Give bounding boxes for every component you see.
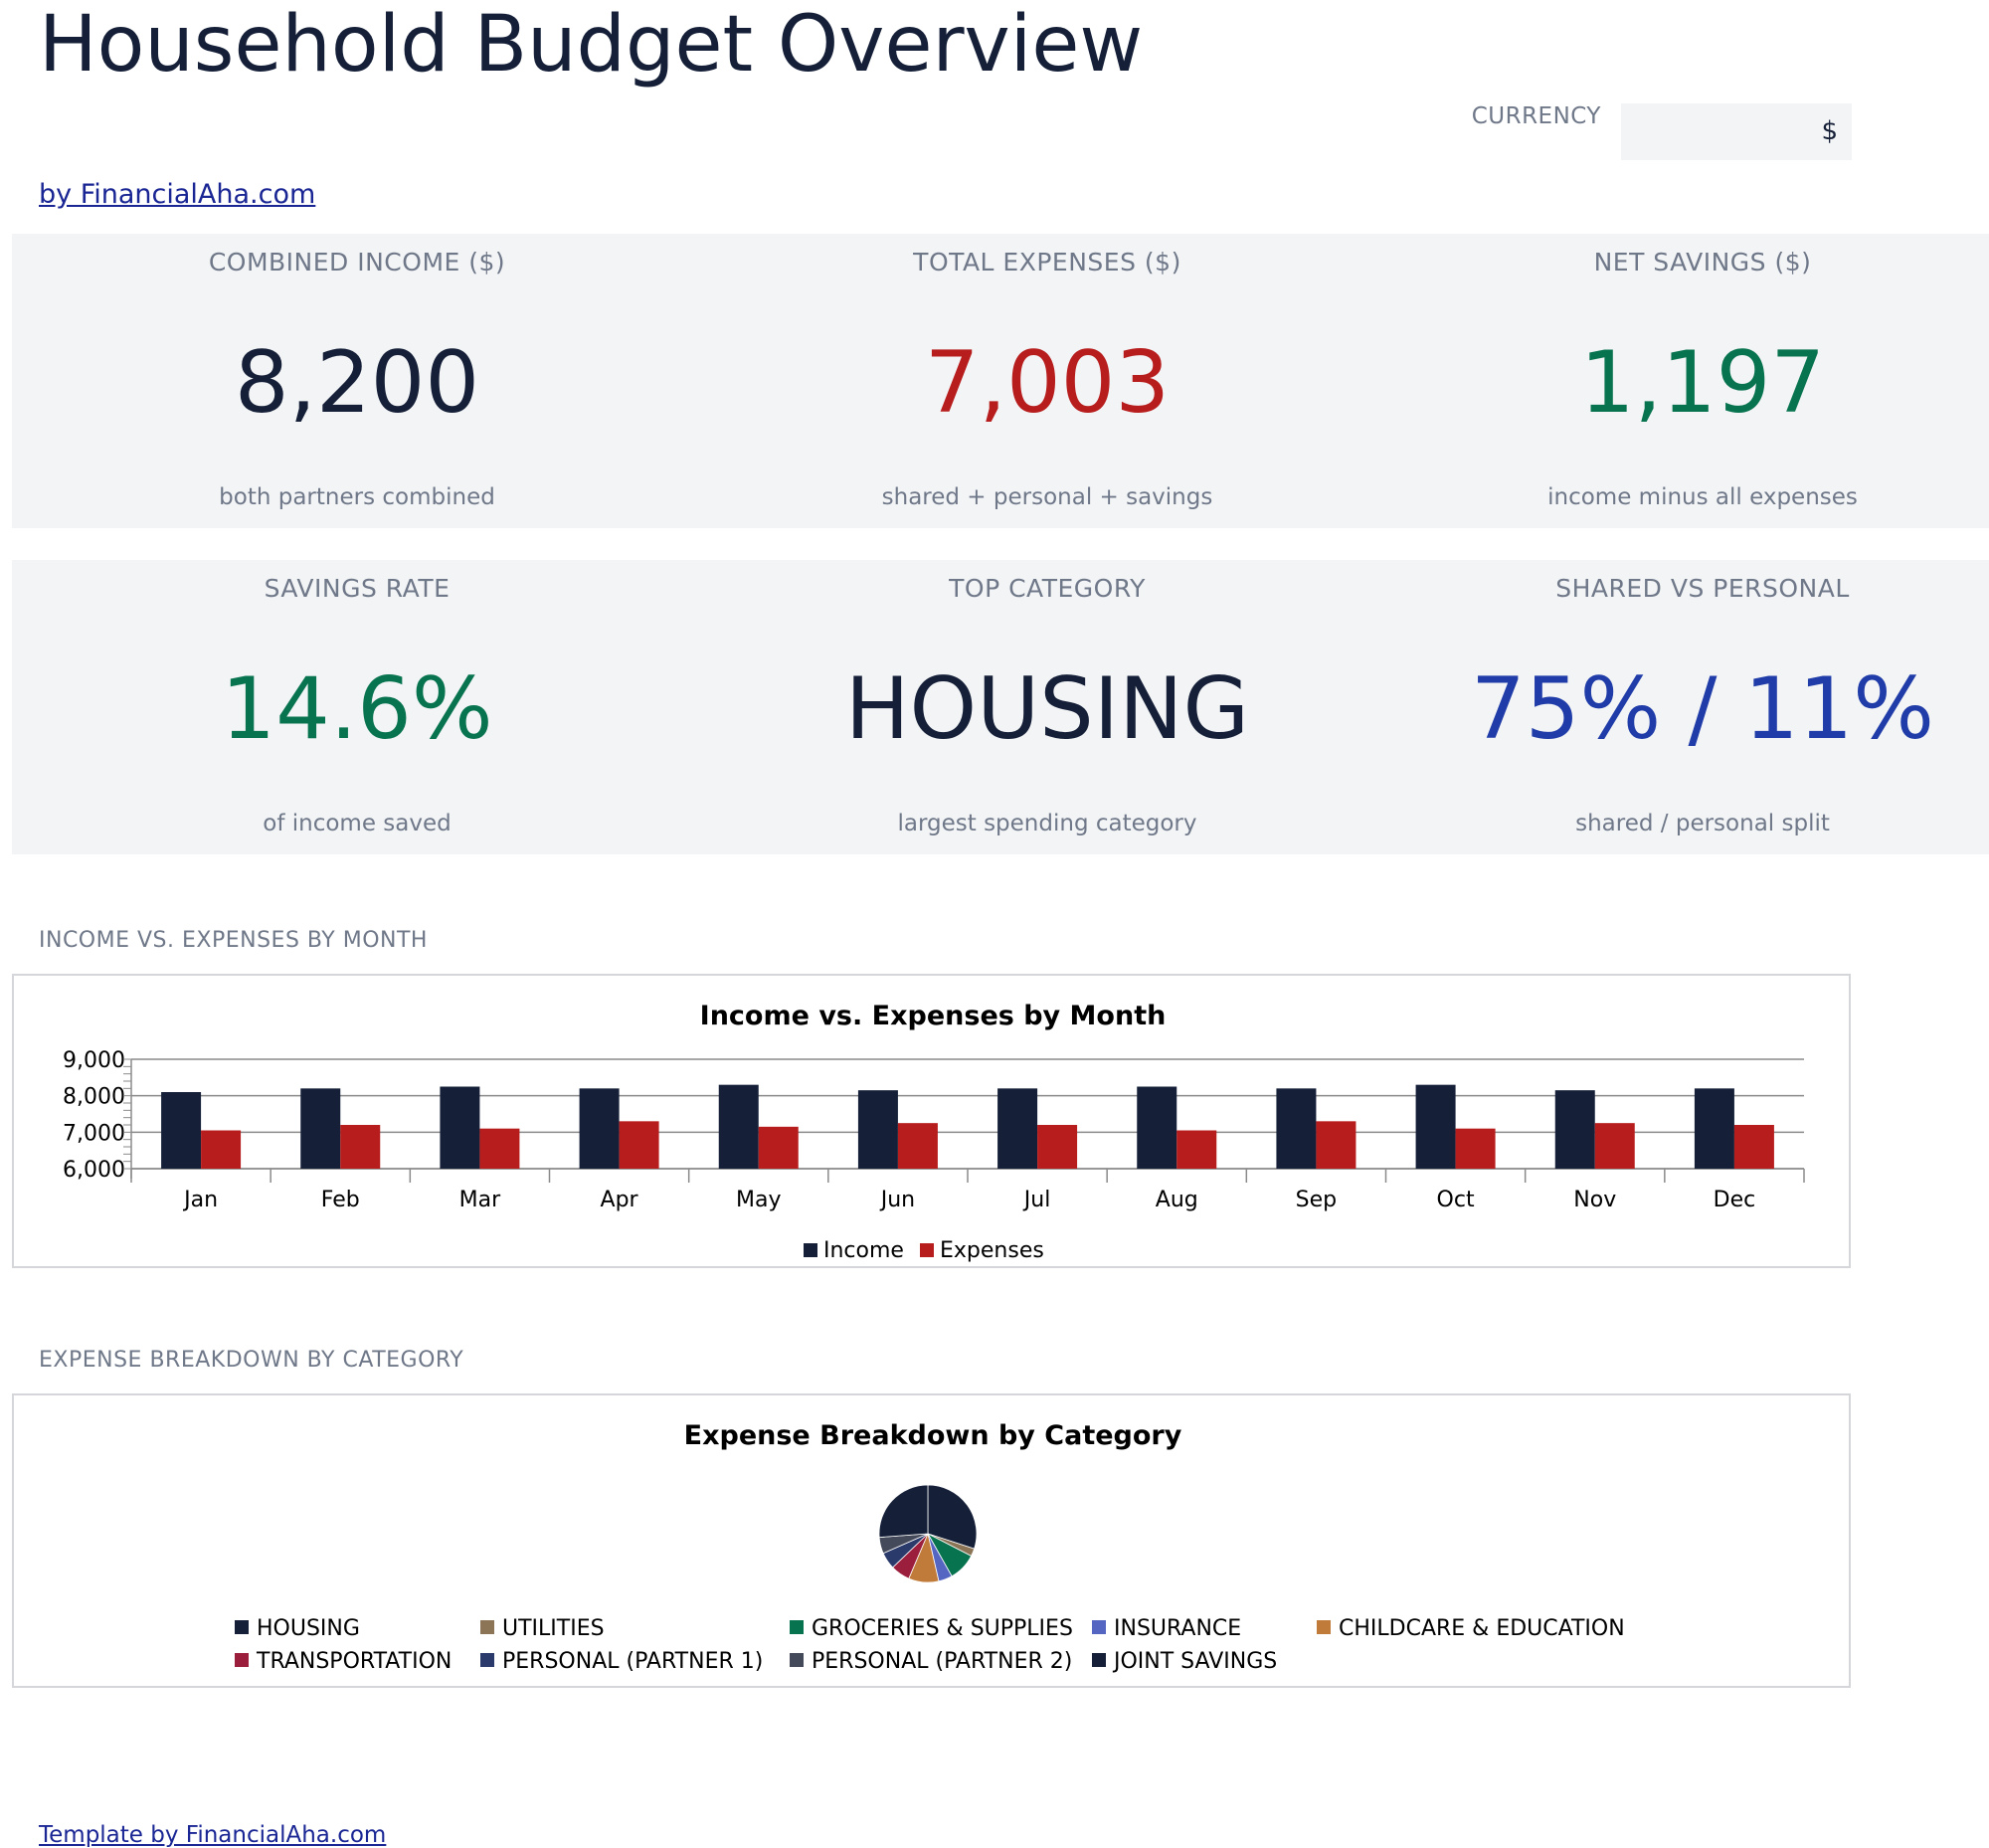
bar-income-apr bbox=[579, 1088, 620, 1169]
legend-label: TRANSPORTATION bbox=[256, 1649, 452, 1674]
bar-income-dec bbox=[1694, 1088, 1734, 1169]
kpi-label: SAVINGS RATE bbox=[264, 574, 451, 603]
legend-swatch bbox=[1092, 1653, 1106, 1667]
bar-expenses-aug bbox=[1176, 1130, 1217, 1169]
legend-swatch bbox=[235, 1653, 249, 1667]
y-tick-label: 9,000 bbox=[63, 1048, 125, 1073]
section-label-expense-breakdown: EXPENSE BREAKDOWN BY CATEGORY bbox=[39, 1348, 464, 1373]
kpi-value: 75% / 11% bbox=[1471, 659, 1934, 759]
legend-swatch bbox=[790, 1620, 804, 1634]
bar-income-oct bbox=[1415, 1084, 1456, 1169]
kpi-band-top: COMBINED INCOME ($) 8,200 both partners … bbox=[12, 234, 1989, 528]
bar-expenses-oct bbox=[1455, 1128, 1496, 1169]
bar-income-jun bbox=[857, 1090, 898, 1169]
bar-income-nov bbox=[1554, 1090, 1595, 1169]
legend-label: HOUSING bbox=[257, 1616, 360, 1641]
chart-title: Expense Breakdown by Category bbox=[684, 1420, 1182, 1451]
legend-label: GROCERIES & SUPPLIES bbox=[812, 1616, 1073, 1641]
legend-label: Income bbox=[823, 1238, 904, 1263]
y-tick-label: 8,000 bbox=[63, 1085, 125, 1110]
bar-expenses-jan bbox=[201, 1130, 242, 1169]
legend-label: INSURANCE bbox=[1114, 1616, 1241, 1641]
kpi-caption: shared + personal + savings bbox=[881, 484, 1213, 510]
kpi-caption: income minus all expenses bbox=[1547, 484, 1858, 510]
bar-expenses-apr bbox=[619, 1121, 659, 1169]
expense-breakdown-chart-svg: Expense Breakdown by Category HOUSING UTIL… bbox=[235, 1420, 1625, 1674]
chart-title: Income vs. Expenses by Month bbox=[700, 1001, 1167, 1031]
legend-swatch bbox=[480, 1620, 494, 1634]
bar-expenses-jun bbox=[897, 1123, 938, 1169]
legend-label: JOINT SAVINGS bbox=[1112, 1649, 1277, 1674]
section-label-income-vs-expenses: INCOME VS. EXPENSES BY MONTH bbox=[39, 928, 428, 953]
bar-income-jan bbox=[161, 1092, 202, 1169]
kpi-value: HOUSING bbox=[844, 659, 1250, 759]
x-tick-label: Oct bbox=[1437, 1188, 1475, 1212]
bar-income-may bbox=[718, 1084, 759, 1169]
kpi-label: NET SAVINGS ($) bbox=[1593, 248, 1812, 277]
kpi-caption: both partners combined bbox=[219, 484, 495, 510]
x-tick-label: Sep bbox=[1296, 1188, 1337, 1212]
kpi-label: TOP CATEGORY bbox=[949, 574, 1146, 603]
kpi-value: 7,003 bbox=[924, 333, 1171, 433]
bar-income-sep bbox=[1276, 1088, 1317, 1169]
x-tick-label: Jan bbox=[182, 1188, 218, 1212]
legend-label: PERSONAL (PARTNER 1) bbox=[502, 1649, 763, 1674]
bar-expenses-jul bbox=[1037, 1125, 1078, 1169]
bar-expenses-may bbox=[758, 1126, 799, 1169]
kpi-caption: of income saved bbox=[263, 811, 452, 836]
bar-income-aug bbox=[1137, 1086, 1177, 1169]
kpi-caption: shared / personal split bbox=[1575, 811, 1830, 836]
pie-slice-housing bbox=[927, 1484, 978, 1550]
page-title: Household Budget Overview bbox=[39, 0, 1144, 90]
expense-breakdown-chart: Expense Breakdown by Category HOUSING UTIL… bbox=[12, 1393, 1851, 1688]
legend-swatch bbox=[790, 1653, 804, 1667]
kpi-value: 8,200 bbox=[234, 333, 480, 433]
kpi-label: TOTAL EXPENSES ($) bbox=[913, 248, 1181, 277]
currency-input[interactable]: $ bbox=[1621, 103, 1852, 160]
footer-link[interactable]: Template by FinancialAha.com bbox=[39, 1822, 387, 1848]
bar-expenses-dec bbox=[1733, 1125, 1774, 1169]
income-expenses-chart: Income vs. Expenses by Month 6,000 7,000 8,… bbox=[12, 974, 1851, 1268]
legend-label: CHILDCARE & EDUCATION bbox=[1339, 1616, 1625, 1641]
bar-income-mar bbox=[440, 1086, 480, 1169]
kpi-label: COMBINED INCOME ($) bbox=[208, 248, 506, 277]
bar-income-feb bbox=[300, 1088, 341, 1169]
x-tick-label: May bbox=[736, 1188, 781, 1212]
bar-expenses-sep bbox=[1316, 1121, 1356, 1169]
kpi-value: 14.6% bbox=[221, 659, 493, 759]
bar-expenses-nov bbox=[1594, 1123, 1635, 1169]
kpi-label: SHARED VS PERSONAL bbox=[1555, 574, 1850, 603]
legend-swatch bbox=[1092, 1620, 1106, 1634]
income-expenses-chart-svg: Income vs. Expenses by Month 6,000 7,000 8,… bbox=[63, 1001, 1805, 1263]
legend-label: Expenses bbox=[940, 1238, 1044, 1263]
bar-expenses-mar bbox=[479, 1128, 520, 1169]
legend-swatch bbox=[920, 1243, 934, 1257]
x-tick-label: Feb bbox=[321, 1188, 360, 1212]
y-tick-label: 6,000 bbox=[63, 1158, 125, 1183]
currency-label: CURRENCY bbox=[1471, 103, 1601, 129]
legend-label: UTILITIES bbox=[502, 1616, 605, 1641]
legend-swatch bbox=[480, 1653, 494, 1667]
x-tick-label: Aug bbox=[1156, 1188, 1198, 1212]
x-tick-label: Apr bbox=[601, 1188, 639, 1212]
x-tick-label: Mar bbox=[459, 1188, 501, 1212]
legend-label: PERSONAL (PARTNER 2) bbox=[812, 1649, 1072, 1674]
byline-link[interactable]: by FinancialAha.com bbox=[39, 179, 316, 210]
kpi-value: 1,197 bbox=[1579, 333, 1826, 433]
x-tick-label: Jun bbox=[879, 1188, 915, 1212]
x-tick-label: Jul bbox=[1022, 1188, 1051, 1212]
bar-income-jul bbox=[997, 1088, 1038, 1169]
kpi-band-bottom: SAVINGS RATE 14.6% of income saved TOP C… bbox=[12, 560, 1989, 854]
legend-swatch bbox=[235, 1620, 249, 1634]
kpi-caption: largest spending category bbox=[897, 811, 1197, 836]
y-tick-label: 7,000 bbox=[63, 1121, 125, 1146]
legend-swatch bbox=[804, 1243, 817, 1257]
bar-expenses-feb bbox=[340, 1125, 381, 1169]
legend-swatch bbox=[1317, 1620, 1331, 1634]
pie-slice-joint-savings bbox=[878, 1484, 929, 1539]
x-tick-label: Nov bbox=[1573, 1188, 1616, 1212]
x-tick-label: Dec bbox=[1714, 1188, 1756, 1212]
